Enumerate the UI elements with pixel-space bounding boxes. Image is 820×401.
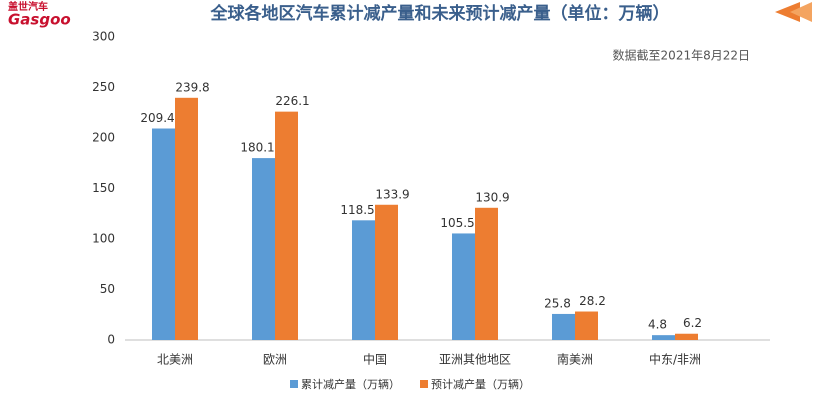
y-tick-label: 50 — [100, 282, 115, 296]
bar — [652, 335, 675, 340]
legend-swatch — [420, 380, 428, 388]
logo-en: Gasgoo — [8, 11, 71, 29]
bar — [675, 333, 698, 340]
bar — [175, 97, 198, 340]
data-label: 28.2 — [579, 294, 606, 308]
chart-title: 全球各地区汽车累计减产量和未来预计减产量（单位：万辆） — [210, 3, 670, 24]
data-label: 226.1 — [275, 94, 309, 108]
bar — [275, 111, 298, 340]
bar — [352, 220, 375, 340]
data-label: 25.8 — [544, 296, 571, 310]
data-label: 130.9 — [475, 190, 509, 204]
y-tick-label: 0 — [107, 333, 115, 347]
bar — [375, 204, 398, 340]
data-label: 133.9 — [375, 187, 409, 201]
data-label: 105.5 — [440, 216, 474, 230]
y-tick-label: 200 — [92, 131, 115, 145]
legend-label: 累计减产量（万辆） — [301, 377, 400, 391]
bar — [552, 313, 575, 340]
x-tick-label: 中东/非洲 — [649, 352, 701, 367]
data-label: 118.5 — [340, 203, 374, 217]
data-label: 4.8 — [648, 318, 667, 332]
bar — [152, 128, 175, 340]
y-tick-label: 100 — [92, 232, 115, 246]
y-tick-label: 250 — [92, 80, 115, 94]
y-tick-label: 150 — [92, 181, 115, 195]
data-label: 6.2 — [683, 316, 702, 330]
logo-cn: 盖世汽车 — [8, 0, 48, 13]
y-tick-label: 300 — [92, 30, 115, 44]
x-tick-label: 南美洲 — [557, 352, 593, 367]
legend-swatch — [290, 380, 298, 388]
data-label: 239.8 — [175, 80, 209, 94]
decor-arrow — [790, 2, 812, 22]
bar — [252, 158, 275, 340]
data-label: 209.4 — [140, 111, 174, 125]
x-tick-label: 北美洲 — [157, 353, 193, 367]
x-tick-label: 欧洲 — [263, 353, 287, 367]
legend-label: 预计减产量（万辆） — [431, 377, 530, 391]
x-tick-label: 亚洲其他地区 — [439, 353, 511, 367]
bar — [452, 233, 475, 340]
chart-subtitle: 数据截至2021年8月22日 — [613, 48, 750, 63]
bar — [475, 207, 498, 340]
decor-arrow — [775, 2, 800, 22]
bar — [575, 311, 598, 340]
x-tick-label: 中国 — [363, 352, 387, 367]
data-label: 180.1 — [240, 141, 274, 155]
